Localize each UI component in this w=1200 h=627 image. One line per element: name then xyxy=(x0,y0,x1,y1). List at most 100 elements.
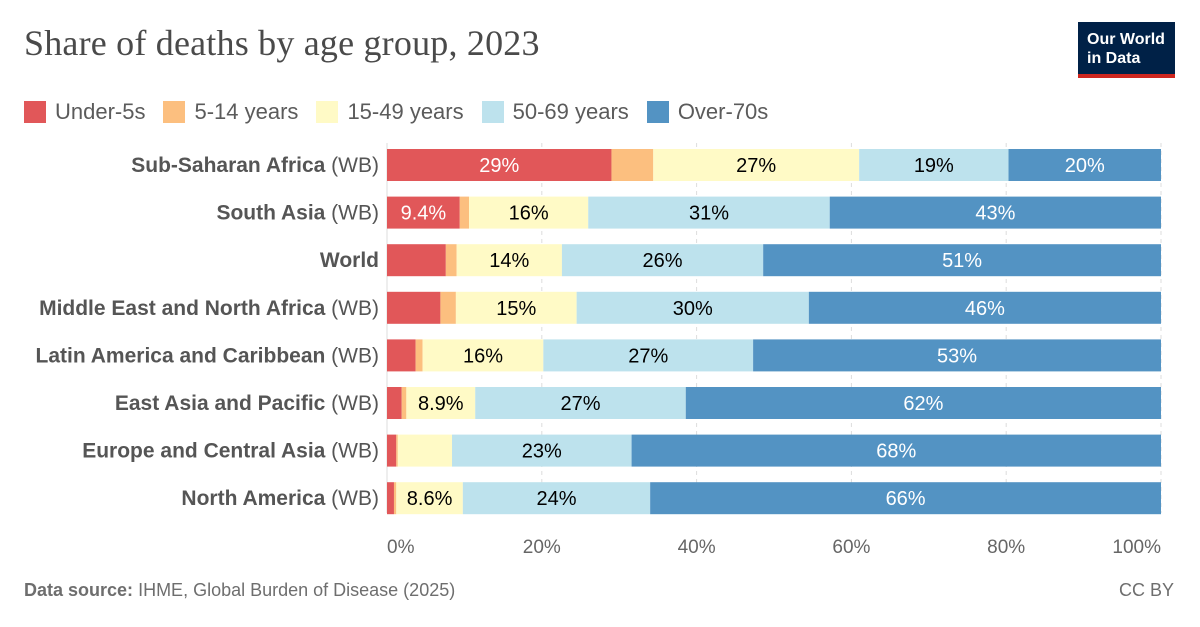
bar-segment xyxy=(387,339,416,372)
bar-segment xyxy=(455,291,577,324)
data-source: Data source: IHME, Global Burden of Dise… xyxy=(24,580,455,601)
page-title: Share of deaths by age group, 2023 xyxy=(24,23,540,63)
bar-segment xyxy=(685,387,1161,419)
bar-segment xyxy=(393,482,397,515)
bar-segment xyxy=(387,244,446,277)
bar-segment xyxy=(459,196,470,229)
data-label: 26% xyxy=(643,250,683,272)
bar-segment xyxy=(469,196,589,229)
bar-segment xyxy=(440,291,456,324)
bar-segment xyxy=(576,291,809,324)
category-suffix: (WB) xyxy=(325,297,379,320)
category-suffix: (WB) xyxy=(325,487,379,510)
bar-segment xyxy=(763,244,1161,277)
logo-accent-bar xyxy=(1078,74,1175,78)
data-label: 19% xyxy=(914,155,954,177)
bar-segment xyxy=(475,387,686,419)
data-label: 46% xyxy=(965,298,1005,320)
bar-segment xyxy=(387,387,402,419)
category-label: Middle East and North Africa (WB) xyxy=(39,297,379,320)
owid-logo[interactable]: Our World in Data xyxy=(1078,22,1175,78)
bar-segment xyxy=(1008,149,1161,181)
legend-item-4[interactable]: Over-70s xyxy=(646,99,769,125)
category-name: Sub-Saharan Africa xyxy=(131,154,325,177)
bar-segment xyxy=(452,434,632,467)
bar-segment xyxy=(396,482,463,515)
bar-segment xyxy=(588,196,830,229)
data-label: 15% xyxy=(496,298,536,320)
legend-swatch xyxy=(646,101,669,123)
bar-segment xyxy=(422,339,544,372)
data-label: 62% xyxy=(903,393,943,415)
x-tick-label: 0% xyxy=(387,537,415,558)
bar-segment xyxy=(387,149,612,181)
logo-line-1: Our World xyxy=(1087,31,1165,48)
bar-segment xyxy=(631,434,1161,467)
legend-label: Under-5s xyxy=(55,99,146,124)
legend-item-0[interactable]: Under-5s xyxy=(24,99,145,125)
category-suffix: (WB) xyxy=(325,202,379,225)
category-label: East Asia and Pacific (WB) xyxy=(115,392,379,415)
bar-segment xyxy=(611,149,654,181)
data-label: 27% xyxy=(736,155,776,177)
legend-swatch xyxy=(163,101,186,123)
data-label: 16% xyxy=(509,203,549,225)
legend-swatch xyxy=(316,101,339,123)
logo-line-2: in Data xyxy=(1087,50,1141,67)
bar-segment xyxy=(456,244,562,277)
x-tick-label: 60% xyxy=(832,537,870,558)
bar-segment xyxy=(401,387,407,419)
data-label: 20% xyxy=(1065,155,1105,177)
bar-segment xyxy=(396,434,398,467)
category-name: Latin America and Caribbean xyxy=(36,344,326,367)
category-label: North America (WB) xyxy=(181,487,379,510)
bar-segment xyxy=(650,482,1161,515)
category-label: South Asia (WB) xyxy=(216,202,379,225)
data-label: 29% xyxy=(479,155,519,177)
data-label: 68% xyxy=(876,441,916,463)
legend-label: 5-14 years xyxy=(194,99,299,124)
data-label: 14% xyxy=(489,250,529,272)
category-name: South Asia xyxy=(216,202,325,225)
category-name: Europe and Central Asia xyxy=(82,440,325,463)
data-label: 23% xyxy=(522,441,562,463)
legend-label: 15-49 years xyxy=(347,99,464,124)
category-suffix: (WB) xyxy=(325,154,379,177)
category-suffix: (WB) xyxy=(325,440,379,463)
legend-item-2[interactable]: 15-49 years xyxy=(316,99,464,125)
category-name: East Asia and Pacific xyxy=(115,392,326,415)
bar-segment xyxy=(387,434,397,467)
category-label: World xyxy=(320,249,379,272)
bar-segment xyxy=(406,387,476,419)
bar-segment xyxy=(387,482,394,515)
bar-segment xyxy=(653,149,860,181)
data-label: 9.4% xyxy=(401,203,447,225)
legend-swatch xyxy=(481,101,504,123)
data-label: 30% xyxy=(673,298,713,320)
category-label: Europe and Central Asia (WB) xyxy=(82,440,379,463)
bar-segment xyxy=(561,244,764,277)
license-label[interactable]: CC BY xyxy=(1118,580,1174,600)
x-tick-label: 40% xyxy=(678,537,716,558)
category-label: Latin America and Caribbean (WB) xyxy=(36,344,379,367)
category-suffix: (WB) xyxy=(325,392,379,415)
legend-item-1[interactable]: 5-14 years xyxy=(163,99,298,125)
bar-segment xyxy=(387,291,441,324)
data-label: 27% xyxy=(560,393,600,415)
legend-item-3[interactable]: 50-69 years xyxy=(481,99,629,125)
chart-legend: Under-5s 5-14 years 15-49 years 50-69 years… xyxy=(24,97,786,127)
category-name: Middle East and North Africa xyxy=(39,297,326,320)
data-label: 31% xyxy=(689,203,729,225)
bar-segment xyxy=(808,291,1161,324)
legend-label: Over-70s xyxy=(677,99,769,124)
bar-segment xyxy=(543,339,754,372)
bar-segment xyxy=(753,339,1161,372)
bar-segment xyxy=(397,434,453,467)
category-label: Sub-Saharan Africa (WB) xyxy=(131,154,379,177)
x-tick-label: 20% xyxy=(523,537,561,558)
data-label: 8.6% xyxy=(407,488,453,510)
legend-swatch xyxy=(24,101,46,123)
bar-segment xyxy=(829,196,1161,229)
bar-segment xyxy=(445,244,457,277)
data-label: 51% xyxy=(942,250,982,272)
